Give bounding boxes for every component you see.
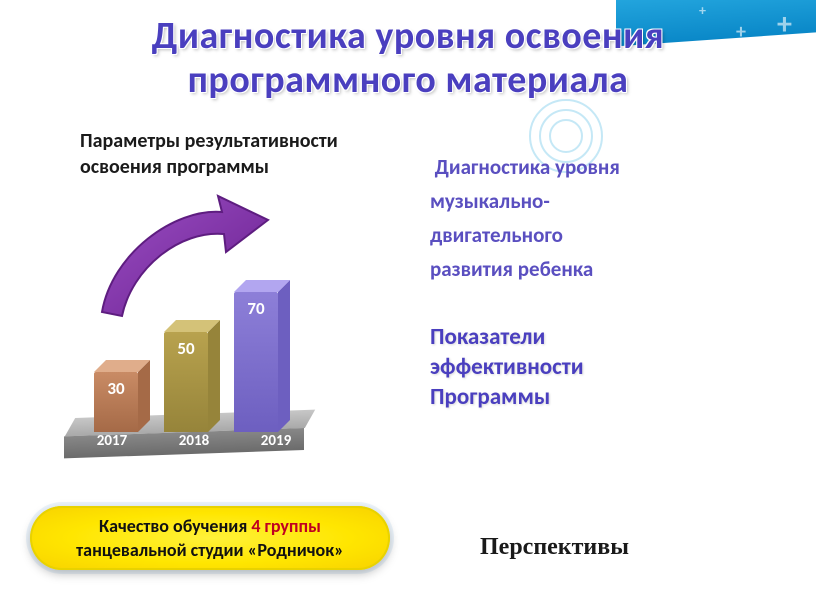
bar-chart: 305070 2017 2018 2019 xyxy=(70,200,350,480)
pill-line: Качество обучения 4 группы xyxy=(99,514,321,538)
pill-emph: 4 группы xyxy=(251,515,321,537)
growth-arrow-icon xyxy=(84,194,274,324)
left-heading-line: Параметры результативности xyxy=(80,129,338,153)
xlabel: 2019 xyxy=(246,432,306,450)
xlabel: 2017 xyxy=(82,432,142,450)
bar-side xyxy=(138,360,150,432)
left-heading: Параметры результативности освоения прог… xyxy=(80,128,400,180)
bar-value: 50 xyxy=(164,332,208,432)
eff-line: Программы xyxy=(430,383,550,411)
effectiveness-text: Показатели эффективности Программы xyxy=(430,322,770,412)
pill-text: Качество обучения xyxy=(99,515,251,537)
diag-line: Диагностика уровня xyxy=(435,154,620,180)
bar: 50 xyxy=(164,332,208,432)
left-heading-line: освоения программы xyxy=(80,155,269,179)
bar-value: 30 xyxy=(94,372,138,432)
title-line: Диагностика уровня освоения xyxy=(152,13,664,59)
diag-line: развития ребенка xyxy=(430,256,593,282)
diag-line: двигательного xyxy=(430,222,563,248)
bar-side xyxy=(278,280,290,432)
eff-line: Показатели xyxy=(430,323,545,351)
xlabel: 2018 xyxy=(164,432,224,450)
bar-side xyxy=(208,320,220,432)
diagnostic-text: Диагностика уровня музыкально- двигатель… xyxy=(430,150,770,286)
right-column: Диагностика уровня музыкально- двигатель… xyxy=(430,150,770,412)
quality-pill: Качество обучения 4 группы танцевальной … xyxy=(30,506,390,570)
chart-xlabels: 2017 2018 2019 xyxy=(82,432,312,450)
bar: 30 xyxy=(94,372,138,432)
perspectives-text: Перспективы xyxy=(480,534,629,561)
title-line: программного материала xyxy=(188,57,629,103)
diag-line: музыкально- xyxy=(430,188,550,214)
eff-line: эффективности xyxy=(430,353,584,381)
pill-line: танцевальной студии «Родничок» xyxy=(76,538,344,562)
page-title: Диагностика уровня освоения программного… xyxy=(0,14,816,102)
